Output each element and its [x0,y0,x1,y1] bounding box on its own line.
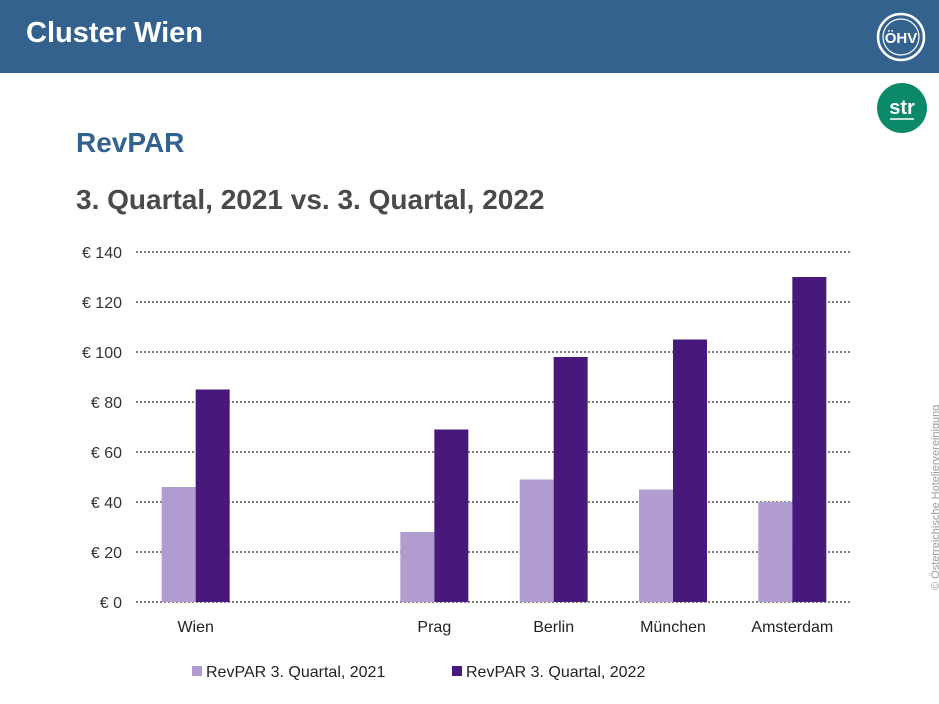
chart-title: RevPAR [76,127,185,158]
bar [673,339,707,602]
chart-subtitle: 3. Quartal, 2021 vs. 3. Quartal, 2022 [76,184,545,215]
x-tick-label: München [640,619,706,636]
legend-label: RevPAR 3. Quartal, 2021 [206,664,385,681]
y-tick-label: € 0 [100,595,122,612]
y-tick-label: € 60 [91,445,122,462]
bar [758,502,793,602]
bars [161,277,827,602]
x-tick-label: Wien [177,619,213,636]
y-tick-label: € 140 [82,245,122,262]
y-tick-label: € 80 [91,395,122,412]
y-tick-label: € 20 [91,545,122,562]
revpar-bar-chart: € 0 € 20 € 40 € 60 € 80 € 100 € 120 € 140 Wien P… [82,245,852,681]
x-axis-labels: Wien Prag Berlin München Amsterdam [177,619,833,636]
y-axis-ticks: € 0 € 20 € 40 € 60 € 80 € 100 € 120 € 140 [82,245,122,612]
str-logo-text: str [889,97,915,119]
x-tick-label: Amsterdam [751,619,833,636]
y-tick-label: € 100 [82,345,122,362]
bar [639,489,673,602]
x-tick-label: Prag [417,619,451,636]
bar [434,429,469,602]
bar [161,487,196,602]
header-bar: Cluster Wien ÖHV [0,0,939,73]
legend-swatch [192,666,202,676]
bar [519,479,554,602]
oehv-logo: ÖHV [876,12,926,62]
grid-lines [136,251,852,603]
str-logo: str [877,83,927,133]
legend: RevPAR 3. Quartal, 2021 RevPAR 3. Quartal… [192,664,645,681]
legend-swatch [452,666,462,676]
page-title: Cluster Wien [26,17,203,49]
legend-label: RevPAR 3. Quartal, 2022 [466,664,645,681]
bar [195,389,230,602]
x-tick-label: Berlin [533,619,574,636]
copyright-note: © Österreichische Hoteliervereinigung [930,404,939,590]
y-tick-label: € 120 [82,295,122,312]
oehv-logo-text: ÖHV [885,30,918,47]
bar [553,357,588,602]
bar [792,277,827,602]
bar [400,532,435,602]
y-tick-label: € 40 [91,495,122,512]
